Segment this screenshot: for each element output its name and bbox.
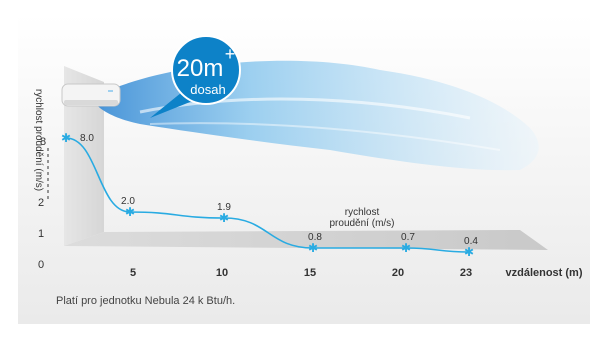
badge-word: dosah	[190, 82, 225, 97]
x-tick-label-5: 5	[130, 267, 136, 279]
badge-distance: 20m	[177, 55, 224, 82]
range-badge: 20m + dosah	[150, 35, 241, 118]
x-axis-title: vzdálenost (m)	[505, 267, 582, 279]
y-tick-label-1: 1	[38, 228, 44, 240]
data-label-3: 0.8	[308, 232, 322, 243]
x-tick-label-10: 10	[216, 267, 228, 279]
series-label-line-1: rychlost	[345, 207, 380, 218]
data-label-5: 0.4	[464, 236, 478, 247]
y-tick-label-8: 8	[40, 136, 46, 148]
series-layer: ✱ 8.0✱2.0✱1.9✱0.8✱0.7✱0.4	[61, 131, 478, 259]
data-label-0: 8.0	[80, 133, 94, 144]
data-point-3: ✱	[308, 241, 318, 255]
badge-plus: +	[225, 44, 236, 64]
x-tick-label-15: 15	[304, 267, 316, 279]
data-label-2: 1.9	[217, 202, 231, 213]
wall	[64, 66, 104, 246]
data-label-4: 0.7	[401, 232, 415, 243]
series-label-line-2: proudění (m/s)	[329, 218, 394, 229]
data-point-2: ✱	[219, 211, 229, 225]
y-axis-title: rychlost proudění (m/s)	[33, 89, 44, 191]
data-point-0: ✱	[61, 131, 71, 145]
data-point-4: ✱	[401, 241, 411, 255]
ac-indoor-unit	[61, 83, 121, 107]
x-tick-label-23: 23	[460, 267, 472, 279]
floor-platform	[64, 230, 548, 250]
x-tick-label-20: 20	[392, 267, 404, 279]
data-point-5: ✱	[464, 245, 474, 259]
data-label-1: 2.0	[121, 196, 135, 207]
data-point-1: ✱	[125, 205, 135, 219]
airflow-streak-2	[149, 122, 501, 151]
series-line	[65, 137, 470, 253]
badge-circle	[171, 35, 241, 105]
y-tick-label-0: 0	[38, 259, 44, 271]
footnote: Platí pro jednotku Nebula 24 k Btu/h.	[56, 295, 235, 307]
y-tick-label-2: 2	[38, 197, 44, 209]
